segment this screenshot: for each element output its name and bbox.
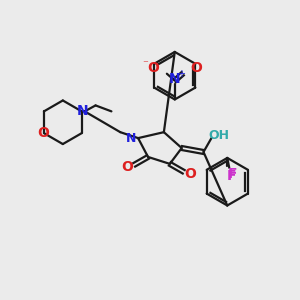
Text: O: O [37, 126, 49, 140]
Text: F: F [227, 167, 237, 181]
Text: N: N [169, 72, 181, 86]
Text: F: F [226, 169, 236, 183]
Text: O: O [185, 167, 197, 181]
Text: O: O [190, 61, 202, 75]
Text: N: N [126, 132, 136, 145]
Text: ⁻: ⁻ [142, 59, 148, 69]
Text: +: + [177, 69, 185, 79]
Text: O: O [121, 160, 133, 174]
Text: OH: OH [209, 129, 230, 142]
Text: O: O [147, 61, 159, 75]
Text: N: N [77, 104, 88, 118]
